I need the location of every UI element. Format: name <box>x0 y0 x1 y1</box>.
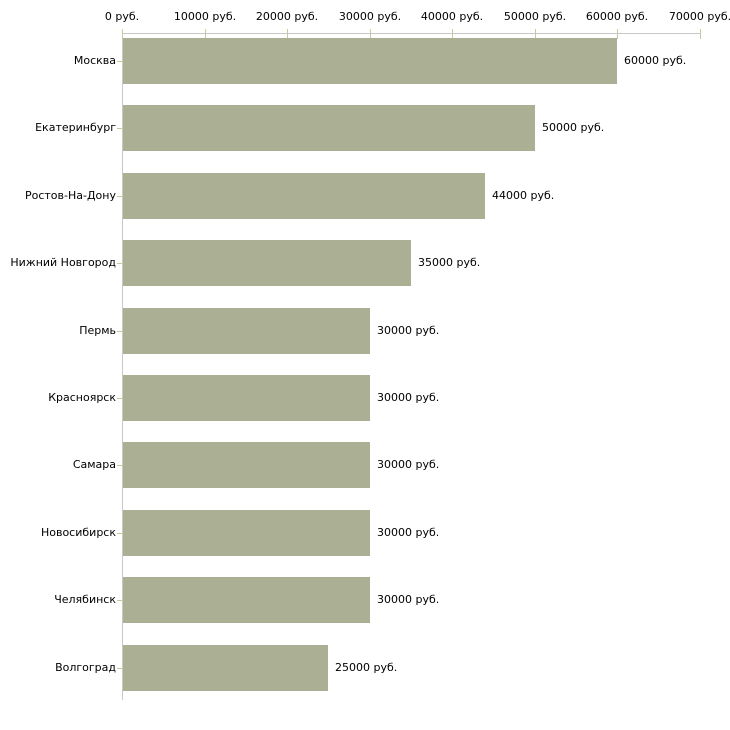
category-label: Самара <box>72 458 116 471</box>
bar <box>123 442 370 488</box>
x-axis-tick <box>122 29 123 39</box>
bar <box>123 173 485 219</box>
value-label: 44000 руб. <box>492 189 555 202</box>
x-axis-tick-label: 30000 руб. <box>338 10 402 23</box>
x-axis-tick-label: 20000 руб. <box>255 10 319 23</box>
category-label: Волгоград <box>55 661 116 674</box>
y-axis-tick <box>117 128 123 129</box>
value-label: 60000 руб. <box>624 54 687 67</box>
value-label: 25000 руб. <box>335 661 398 674</box>
value-label: 30000 руб. <box>377 324 440 337</box>
bar <box>123 308 370 354</box>
bar <box>123 105 535 151</box>
y-axis-tick <box>117 398 123 399</box>
y-axis-tick <box>117 263 123 264</box>
x-axis-tick <box>617 29 618 39</box>
category-label: Пермь <box>79 324 116 337</box>
bar <box>123 645 328 691</box>
y-axis-line <box>122 33 123 700</box>
value-label: 35000 руб. <box>418 256 481 269</box>
category-label: Челябинск <box>54 593 116 606</box>
category-label: Красноярск <box>48 391 116 404</box>
x-axis-tick-label: 10000 руб. <box>173 10 237 23</box>
x-axis-tick-label: 0 руб. <box>104 10 140 23</box>
value-label: 30000 руб. <box>377 391 440 404</box>
category-label: Новосибирск <box>40 526 116 539</box>
x-axis-tick-label: 70000 руб. <box>668 10 730 23</box>
y-axis-tick <box>117 61 123 62</box>
y-axis-tick <box>117 196 123 197</box>
x-axis-tick <box>370 29 371 39</box>
category-label: Москва <box>73 54 116 67</box>
x-axis-tick <box>287 29 288 39</box>
category-label: Ростов-На-Дону <box>24 189 116 202</box>
value-label: 30000 руб. <box>377 458 440 471</box>
category-label: Екатеринбург <box>35 121 116 134</box>
x-axis-tick <box>700 29 701 39</box>
bar <box>123 240 411 286</box>
x-axis-tick-label: 50000 руб. <box>503 10 567 23</box>
value-label: 30000 руб. <box>377 593 440 606</box>
bar <box>123 510 370 556</box>
y-axis-tick <box>117 331 123 332</box>
y-axis-tick <box>117 465 123 466</box>
x-axis-tick <box>205 29 206 39</box>
bar <box>123 375 370 421</box>
x-axis-tick <box>535 29 536 39</box>
x-axis-tick <box>452 29 453 39</box>
bar <box>123 38 617 84</box>
value-label: 50000 руб. <box>542 121 605 134</box>
x-axis-tick-label: 60000 руб. <box>585 10 649 23</box>
y-axis-tick <box>117 533 123 534</box>
bar <box>123 577 370 623</box>
x-axis-line <box>122 33 701 34</box>
value-label: 30000 руб. <box>377 526 440 539</box>
y-axis-tick <box>117 600 123 601</box>
y-axis-tick <box>117 668 123 669</box>
category-label: Нижний Новгород <box>10 256 116 269</box>
x-axis-tick-label: 40000 руб. <box>420 10 484 23</box>
